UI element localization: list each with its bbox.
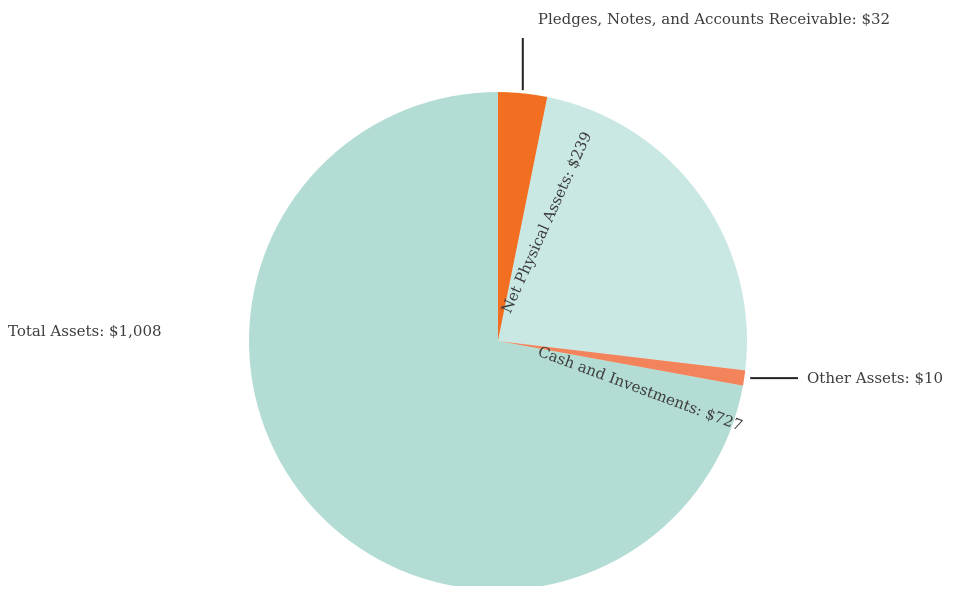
pie-slice-1 <box>498 96 748 371</box>
slice-label-2: Other Assets: $10 <box>807 369 943 387</box>
pie-slice-2 <box>498 341 746 386</box>
total-assets-label: Total Assets: $1,008 <box>8 322 162 340</box>
pie-slice-3 <box>248 92 743 590</box>
slice-label-0: Pledges, Notes, and Accounts Receivable:… <box>538 10 890 28</box>
pie-slice-0 <box>498 92 548 341</box>
